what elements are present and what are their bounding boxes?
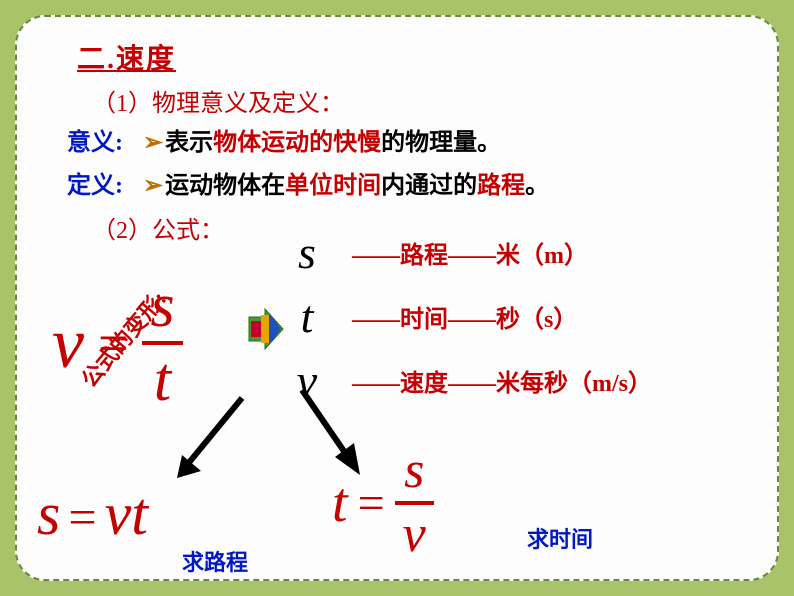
var-t-desc: ——时间——秒（s） [352, 299, 577, 334]
caption-time: 求时间 [527, 522, 593, 554]
var-s-row: s ——路程——米（m） [282, 223, 652, 281]
var-t-row: t ——时间——秒（s） [282, 287, 652, 345]
var-v-desc: ——速度——米每秒（m/s） [352, 363, 652, 398]
meaning-text-post: 的物理量。 [381, 130, 501, 156]
var-s-desc: ——路程——米（m） [352, 235, 588, 270]
f2-rhs: vt [105, 481, 148, 547]
f3-lhs: t [332, 471, 348, 535]
f3-num: s [396, 445, 432, 497]
f3-eq: = [358, 476, 385, 531]
def-text-1: 运动物体在 [165, 173, 285, 199]
f2-lhs: s [37, 481, 60, 547]
def-text-5: 。 [525, 173, 549, 199]
f2-eq: = [68, 489, 96, 545]
meaning-text-mid: 物体运动的快慢 [213, 130, 381, 156]
content-card: 二.速度 （1）物理意义及定义： 意义: ➢表示物体运动的快慢的物理量。 定义:… [15, 15, 779, 581]
caption-distance: 求路程 [182, 545, 248, 577]
var-t-symbol: t [282, 290, 332, 343]
bullet-icon: ➢ [143, 130, 163, 156]
arrow-left-icon [167, 393, 257, 483]
bullet-icon: ➢ [143, 173, 163, 199]
meaning-text-pre: 表示 [165, 130, 213, 156]
meaning-row: 意义: ➢表示物体运动的快慢的物理量。 [67, 122, 747, 157]
def-text-4: 路程 [477, 173, 525, 199]
section-title: 二.速度 [77, 37, 747, 77]
f3-den: v [395, 509, 434, 561]
formula-s-vt: s=vt [37, 480, 148, 549]
var-s-symbol: s [282, 226, 332, 279]
formula-t-sv: t = s v [332, 445, 434, 561]
def-text-3: 内通过的 [381, 173, 477, 199]
fraction-bar [142, 341, 182, 345]
f3-bar [395, 501, 434, 505]
definition-label: 定义: [67, 165, 143, 200]
definition-row: 定义: ➢运动物体在单位时间内通过的路程。 [67, 165, 747, 200]
def-text-2: 单位时间 [285, 173, 381, 199]
f3-fraction: s v [395, 445, 434, 561]
meaning-label: 意义: [67, 122, 143, 157]
subsection-1-heading: （1）物理意义及定义： [92, 83, 747, 118]
formula-area: v = s t s ——路程——米（m） t ——时间——秒（s） [47, 245, 747, 575]
